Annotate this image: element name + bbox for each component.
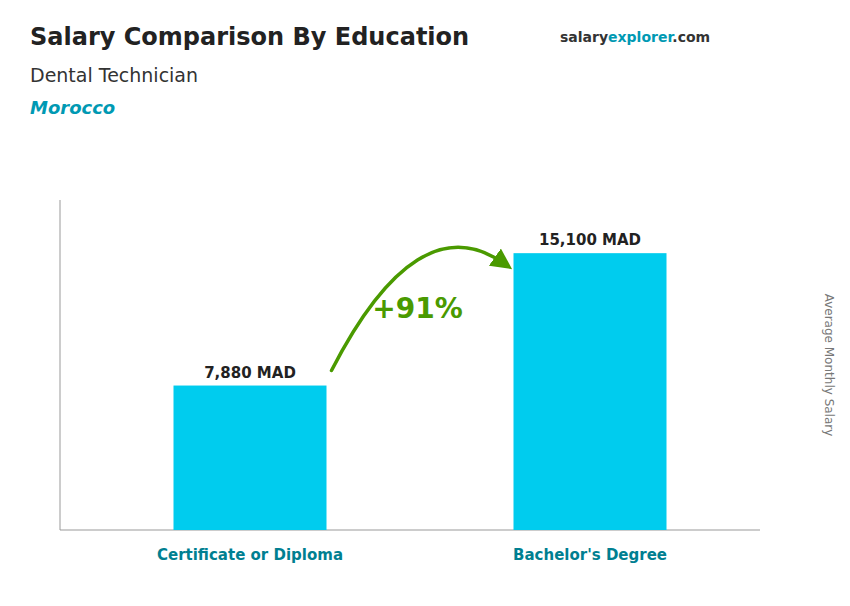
y-axis-line: [60, 200, 61, 530]
subtitle: Morocco: [30, 97, 115, 118]
site-part: explorer: [608, 29, 674, 45]
y-axis-label: Average Monthly Salary: [822, 294, 836, 437]
subtitle: Dental Technician: [30, 64, 198, 86]
site-part: salary: [560, 29, 608, 45]
data-label: 15,100 MAD: [539, 231, 641, 249]
site-part: .com: [672, 29, 710, 45]
chart-container: Salary Comparison By Education Dental Tec…: [0, 0, 850, 606]
category-label: Certificate or Diploma: [157, 546, 343, 564]
category-label: Bachelor's Degree: [513, 546, 667, 564]
bar: [514, 253, 667, 530]
site-label: salaryexplorer.com: [560, 29, 710, 45]
data-label: 7,880 MAD: [204, 364, 296, 382]
change-arrow: [332, 247, 504, 370]
change-label: +91%: [372, 292, 462, 325]
bars: [174, 253, 667, 530]
title: Salary Comparison By Education: [30, 23, 469, 51]
chart-svg: Salary Comparison By Education Dental Tec…: [0, 0, 850, 606]
bar: [174, 386, 327, 530]
